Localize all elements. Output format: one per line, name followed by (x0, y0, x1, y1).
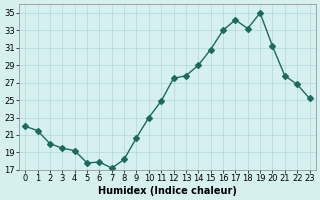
X-axis label: Humidex (Indice chaleur): Humidex (Indice chaleur) (98, 186, 237, 196)
